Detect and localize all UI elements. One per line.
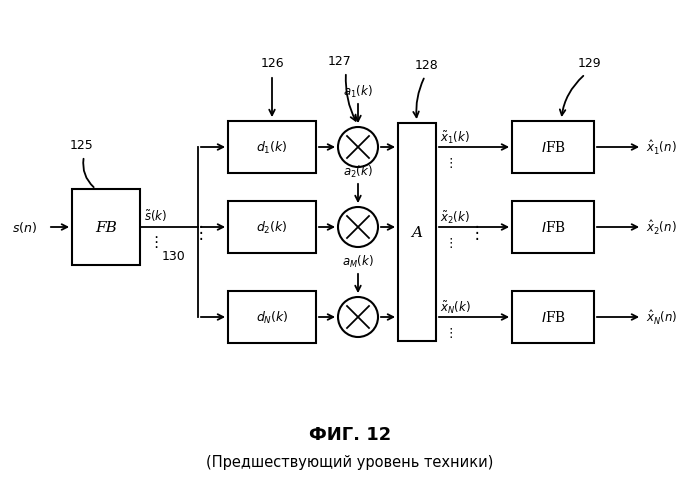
Text: $\tilde{x}_N(k)$: $\tilde{x}_N(k)$ [440, 299, 471, 315]
Text: $\vdots$: $\vdots$ [148, 233, 158, 250]
Text: 126: 126 [260, 57, 284, 70]
Text: $\vdots$: $\vdots$ [444, 325, 453, 339]
Circle shape [338, 207, 378, 248]
Text: $\hat{x}_2(n)$: $\hat{x}_2(n)$ [646, 218, 677, 237]
Bar [228, 122, 316, 174]
Bar [72, 190, 140, 265]
Text: $\vdots$: $\vdots$ [267, 223, 278, 242]
Text: $a_2(k)$: $a_2(k)$ [343, 164, 373, 180]
Text: A: A [412, 226, 423, 240]
Bar [512, 291, 594, 343]
Text: 129: 129 [578, 57, 601, 70]
Text: $\vdots$: $\vdots$ [444, 236, 453, 250]
Text: $\mathit{I}$FB: $\mathit{I}$FB [540, 140, 566, 155]
Bar [398, 124, 436, 341]
Text: $a_1(k)$: $a_1(k)$ [343, 84, 373, 100]
Text: $\vdots$: $\vdots$ [468, 223, 480, 242]
Text: 130: 130 [162, 249, 186, 262]
Text: $\tilde{s}(k)$: $\tilde{s}(k)$ [144, 208, 167, 223]
Text: 125: 125 [70, 139, 94, 152]
Text: $d_N(k)$: $d_N(k)$ [256, 309, 288, 325]
Circle shape [338, 298, 378, 337]
Text: FB: FB [95, 220, 117, 235]
Text: $\mathit{I}$FB: $\mathit{I}$FB [540, 310, 566, 325]
Text: $\vdots$: $\vdots$ [193, 223, 204, 242]
Text: (Предшествующий уровень техники): (Предшествующий уровень техники) [206, 455, 494, 469]
Text: $a_M(k)$: $a_M(k)$ [342, 253, 374, 269]
Bar [228, 291, 316, 343]
Circle shape [338, 128, 378, 168]
Bar [228, 202, 316, 253]
Text: 127: 127 [328, 55, 352, 68]
Text: $\hat{x}_1(n)$: $\hat{x}_1(n)$ [646, 139, 677, 156]
Text: $s(n)$: $s(n)$ [12, 220, 37, 235]
Text: $d_2(k)$: $d_2(k)$ [256, 219, 288, 236]
Text: $\mathit{I}$FB: $\mathit{I}$FB [540, 220, 566, 235]
Text: 128: 128 [415, 59, 439, 72]
Bar [512, 202, 594, 253]
Text: ФИГ. 12: ФИГ. 12 [309, 425, 391, 443]
Text: $\vdots$: $\vdots$ [547, 223, 559, 242]
Text: $d_1(k)$: $d_1(k)$ [256, 140, 288, 156]
Bar [512, 122, 594, 174]
Text: $\hat{x}_N(n)$: $\hat{x}_N(n)$ [646, 308, 678, 326]
Text: $\tilde{x}_1(k)$: $\tilde{x}_1(k)$ [440, 130, 470, 146]
Text: $\vdots$: $\vdots$ [444, 156, 453, 169]
Text: $\tilde{x}_2(k)$: $\tilde{x}_2(k)$ [440, 209, 470, 226]
Text: $\vdots$: $\vdots$ [352, 223, 363, 242]
